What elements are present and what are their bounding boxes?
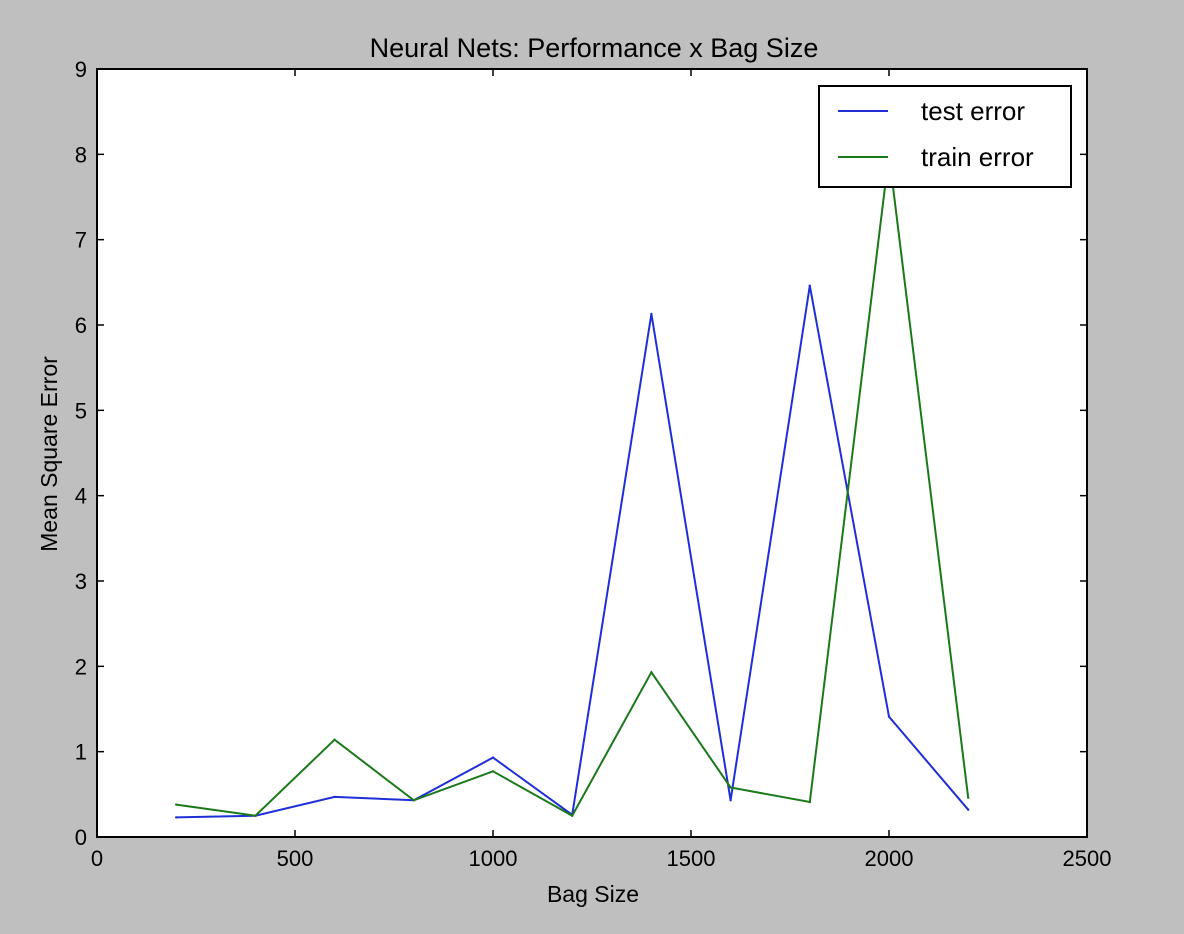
data-point-train-error-6	[650, 671, 653, 674]
y-tick-label-3: 3	[75, 569, 87, 594]
legend-box	[818, 85, 1072, 188]
data-point-train-error-1	[254, 814, 257, 817]
data-point-test-error-6	[650, 312, 653, 316]
data-point-train-error-10	[967, 796, 970, 799]
y-tick-label-1: 1	[75, 740, 87, 765]
plot-area	[96, 68, 1088, 838]
x-tick-label-5: 2500	[1063, 846, 1112, 871]
data-point-test-error-2	[333, 795, 336, 799]
tick-labels: 0 500 1000 1500 2000 2500 0 1 2 3 4 5 6 7 8 9	[75, 57, 1112, 871]
data-point-test-error-9	[887, 715, 891, 718]
x-tick-label-2: 1000	[469, 846, 518, 871]
data-point-train-error-2	[333, 738, 336, 741]
x-tick-label-3: 1500	[667, 846, 716, 871]
y-axis-label: Mean Square Error	[36, 356, 62, 552]
x-axis-label: Bag Size	[547, 881, 639, 907]
data-point-train-error-8	[808, 800, 811, 804]
y-tick-label-0: 0	[75, 825, 87, 850]
y-tick-label-9: 9	[75, 57, 87, 82]
x-tick-label-0: 0	[91, 846, 103, 871]
y-tick-label-6: 6	[75, 313, 87, 338]
y-tick-label-8: 8	[75, 142, 87, 167]
data-point-test-error-7	[729, 799, 732, 802]
data-point-train-error-5	[571, 814, 574, 817]
x-tick-label-1: 500	[277, 846, 314, 871]
data-point-test-error-4	[491, 756, 495, 759]
data-point-test-error-8	[808, 284, 811, 287]
series-layer	[175, 153, 970, 819]
data-point-train-error-7	[729, 786, 732, 789]
legend-label-test-error: test error	[921, 96, 1025, 126]
y-tick-label-5: 5	[75, 398, 87, 423]
legend-label-train-error: train error	[921, 142, 1034, 172]
y-tick-label-2: 2	[75, 654, 87, 679]
x-tick-label-4: 2000	[865, 846, 914, 871]
data-point-test-error-10	[967, 808, 970, 811]
data-point-train-error-3	[412, 799, 415, 802]
data-point-train-error-4	[491, 770, 495, 773]
ticks	[96, 68, 1088, 838]
data-point-train-error-0	[175, 803, 178, 806]
chart-title: Neural Nets: Performance x Bag Size	[370, 33, 819, 63]
data-point-test-error-0	[175, 816, 178, 819]
y-tick-label-4: 4	[75, 484, 87, 509]
y-tick-label-7: 7	[75, 228, 87, 253]
legend: test error train error	[818, 85, 1072, 188]
